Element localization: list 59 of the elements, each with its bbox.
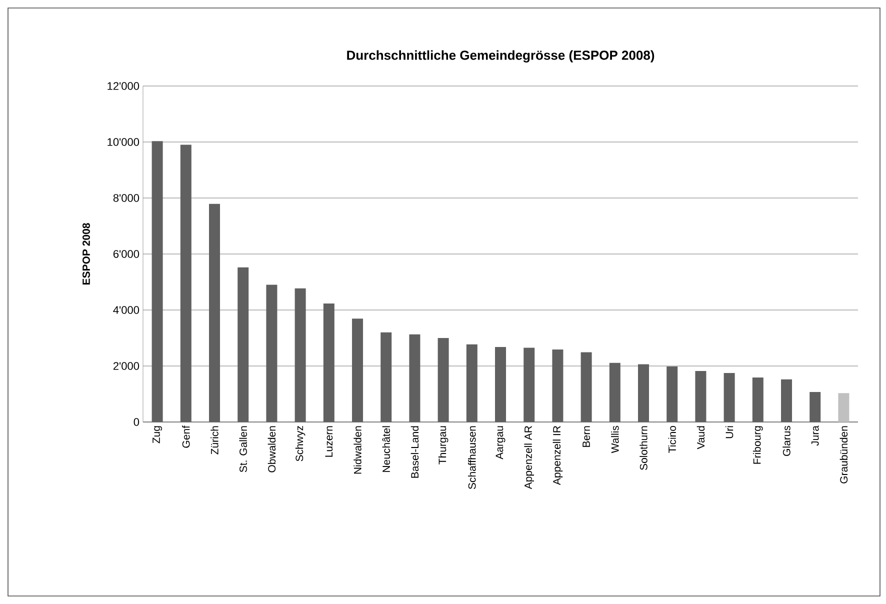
bar [495, 346, 506, 422]
y-tick-label: 4'000 [113, 306, 140, 314]
x-tick-label: Schwyz [295, 426, 306, 462]
x-tick-label: Appenzell AR [524, 426, 534, 490]
bar [266, 284, 278, 422]
bar [409, 334, 420, 422]
x-tick-label: Bern [582, 426, 590, 447]
bar [438, 338, 449, 422]
x-tick-label: Jura [811, 426, 819, 446]
bar [724, 372, 735, 422]
bar [209, 204, 220, 422]
bar [580, 352, 592, 422]
y-tick-label: 10'000 [108, 138, 140, 146]
x-tick-label: Graubünden [840, 426, 848, 484]
x-tick-label: Zürich [210, 426, 218, 454]
x-tick-label: Genf [182, 425, 190, 448]
x-tick-label: Zug [152, 426, 162, 444]
y-tick-label: 0 [134, 418, 140, 426]
x-tick-label: Ticino [668, 426, 676, 453]
x-tick-label: St. Gallen [239, 426, 247, 472]
x-tick-label: Vaud [696, 426, 705, 450]
bar [781, 379, 792, 422]
x-tick-label: Uri [725, 426, 734, 438]
bar [552, 349, 564, 422]
bar [152, 141, 163, 422]
bar [352, 318, 364, 422]
bar [666, 366, 678, 422]
x-tick-label: Solothurn [640, 426, 648, 470]
x-tick-label: Appenzell IR [552, 426, 563, 486]
bar [294, 288, 306, 422]
chart-title: Durchschnittliche Gemeindegrösse (ESPOP 2008) [347, 50, 654, 62]
bar [695, 371, 706, 422]
bar [524, 348, 535, 422]
x-tick-label: Wallis [611, 426, 619, 454]
y-tick-label: 2'000 [113, 362, 140, 370]
bar [180, 144, 192, 422]
x-tick-label: Glarus [782, 426, 790, 456]
bar [752, 377, 764, 422]
bar [638, 364, 650, 422]
bar [466, 344, 478, 422]
y-tick-label: 8'000 [113, 194, 140, 202]
x-tick-label: Thurgau [438, 426, 448, 464]
x-tick-label: Schaffhausen [468, 426, 476, 490]
x-tick-label: Neuchâtel [382, 426, 390, 472]
bar [838, 393, 850, 422]
bar [609, 362, 620, 422]
x-tick-label: Aargau [496, 426, 506, 460]
y-tick-label: 12'000 [108, 82, 140, 90]
bar [238, 267, 249, 422]
x-tick-label: Basel-Land [410, 426, 419, 478]
y-axis-title: ESPOP 2008 [82, 223, 90, 285]
x-tick-label: Fribourg [753, 426, 763, 464]
x-tick-label: Luzern [325, 426, 333, 457]
x-tick-label: Nidwalden [354, 426, 362, 474]
bar [380, 332, 392, 422]
y-tick-label: 6'000 [113, 250, 140, 258]
bar [323, 304, 334, 422]
x-tick-label: Obwalden [268, 426, 276, 472]
bar [810, 392, 821, 422]
